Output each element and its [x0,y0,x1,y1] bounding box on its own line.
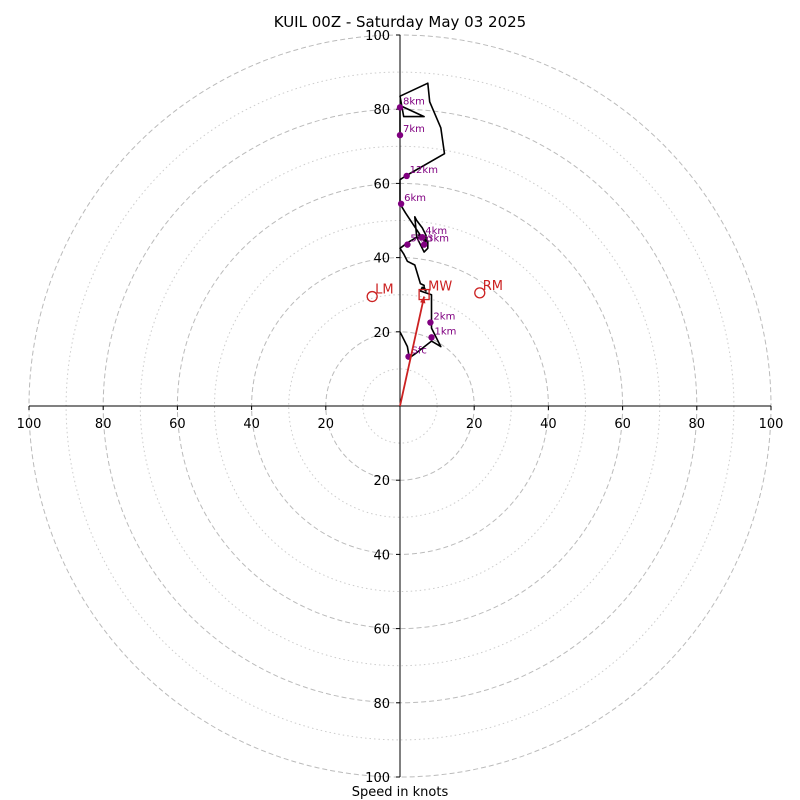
y-tick-label: 20 [373,474,390,489]
height-label-3km: 3km [427,234,449,245]
wind-trace [399,82,446,359]
height-label-1km: 1km [435,326,457,337]
x-tick-label: 40 [540,417,557,432]
y-tick-label: 40 [373,548,390,563]
tick-labels: 100 80 60 40 20 20 40 60 80 100 100 80 60 40 20 20 40 60 8… [17,29,784,786]
height-label-4km: 4km [425,226,447,237]
y-tick-label: 20 [373,326,390,341]
storm-motion-label-LM: LM [375,283,393,298]
height-label-6km: 6km [404,193,426,204]
height-label-8km: 8km [403,96,425,107]
x-tick-label: 20 [466,417,483,432]
storm-motion-label-RM: RM [483,279,503,294]
height-label-2km: 2km [433,312,455,323]
storm-motion: MW LM RM [366,279,503,407]
x-tick-label: 60 [614,417,631,432]
x-tick-label: 100 [759,417,784,432]
hodograph-trace-line [399,82,446,359]
chart-title: KUIL 00Z - Saturday May 03 2025 [274,13,526,31]
x-axis-label: Speed in knots [352,785,449,800]
height-label-7km: 7km [403,124,425,135]
y-tick-label: 40 [373,252,390,267]
height-marker-6km [397,200,405,208]
height-label-Sfc: Sfc [412,346,427,357]
storm-motion-marker-RM [474,287,486,299]
x-tick-label: 100 [17,417,42,432]
y-tick-label: 100 [365,771,390,786]
x-tick-label: 20 [318,417,335,432]
y-tick-label: 60 [373,623,390,638]
y-tick-label: 60 [373,177,390,192]
height-marker-7km [396,131,404,139]
x-tick-label: 60 [169,417,186,432]
height-marker-4km [419,233,426,241]
y-tick-label: 80 [373,103,390,118]
x-tick-label: 40 [243,417,260,432]
y-tick-label: 80 [373,697,390,712]
x-tick-label: 80 [95,417,112,432]
mean-wind-vector [399,296,425,407]
height-label-12km: 12km [410,165,438,176]
x-tick-label: 80 [689,417,706,432]
height-marker-2km [427,319,434,326]
height-marker-12km [403,172,410,180]
height-marker-5km [404,241,411,248]
height-label-5km: 5km [410,234,432,245]
height-marker-1km [428,334,435,341]
mean-wind-label: MW [428,280,452,295]
mean-wind-marker [418,288,430,301]
height-marker-8km [396,104,404,111]
storm-motion-marker-LM [366,290,378,303]
y-tick-label: 100 [365,29,390,44]
height-marker-3km [420,241,428,248]
